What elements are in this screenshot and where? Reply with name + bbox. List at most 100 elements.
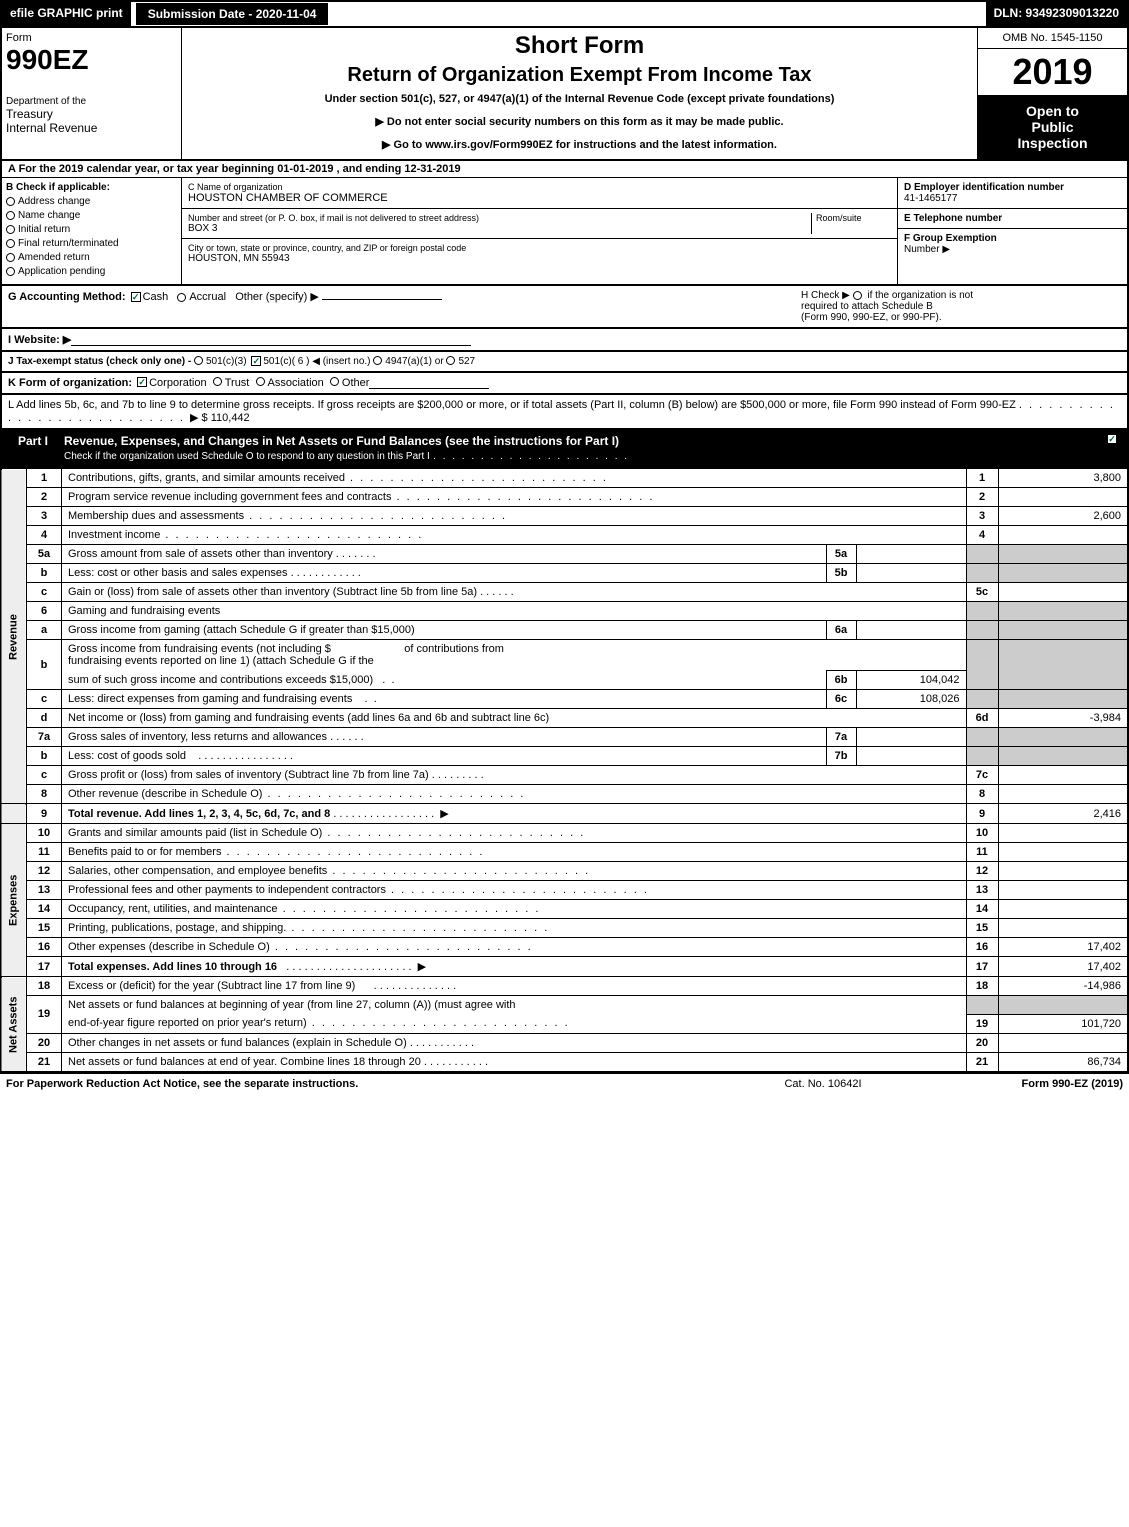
part-1-subtitle: Check if the organization used Schedule … [64,451,430,462]
line-desc: Gross profit or (loss) from sales of inv… [62,766,967,785]
trust-label: Trust [225,377,250,389]
line-desc: Total revenue. Add lines 1, 2, 3, 4, 5c,… [62,804,967,824]
line-num: b [27,640,62,690]
circle-icon[interactable] [330,377,339,386]
line-num: 11 [27,843,62,862]
dept-line-2: Treasury [6,107,177,121]
table-row: 2 Program service revenue including gove… [1,488,1128,507]
part-1-table: Revenue 1 Contributions, gifts, grants, … [0,468,1129,1073]
row-g: G Accounting Method: Cash Accrual Other … [8,290,801,323]
circle-icon[interactable] [853,291,862,300]
check-application-pending[interactable]: Application pending [6,266,177,277]
mid-ref: 7a [826,728,856,747]
line-value [998,785,1128,804]
table-row: b Less: cost of goods sold . . . . . . .… [1,747,1128,766]
table-row: 21 Net assets or fund balances at end of… [1,1052,1128,1072]
line-ref: 17 [966,957,998,977]
checkbox-cash[interactable] [131,292,141,302]
circle-icon[interactable] [373,356,382,365]
accrual-label: Accrual [189,291,226,303]
line-num: 7a [27,728,62,747]
table-row: 13 Professional fees and other payments … [1,881,1128,900]
circle-icon[interactable] [213,377,222,386]
grey-cell [966,728,998,747]
form-org-label: K Form of organization: [8,377,132,389]
line-desc: Salaries, other compensation, and employ… [62,862,967,881]
mid-ref: 7b [826,747,856,766]
mid-ref: 5b [826,564,856,583]
mid-value [856,747,966,766]
row-i: I Website: ▶ [0,329,1129,352]
other-org-input[interactable] [369,377,489,389]
check-initial-return[interactable]: Initial return [6,224,177,235]
line-desc: Professional fees and other payments to … [62,881,967,900]
goto-instruction: ▶ Go to www.irs.gov/Form990EZ for instru… [190,138,969,151]
checkbox-501c[interactable] [251,356,261,366]
website-input[interactable] [71,333,471,346]
table-row: Revenue 1 Contributions, gifts, grants, … [1,469,1128,488]
line-desc: Less: cost or other basis and sales expe… [62,564,827,583]
line-num: c [27,583,62,602]
line-num: 12 [27,862,62,881]
line-num: c [27,690,62,709]
grey-cell [998,545,1128,564]
checkbox-corporation[interactable] [137,377,147,387]
circle-icon[interactable] [194,356,203,365]
mid-value [856,545,966,564]
line-value [998,843,1128,862]
grey-cell [966,747,998,766]
line-desc: Excess or (deficit) for the year (Subtra… [62,977,967,996]
room-label: Room/suite [816,213,891,223]
line-desc: Membership dues and assessments [62,507,967,526]
row-l-amount: ▶ $ 110,442 [190,412,250,424]
line-ref: 1 [966,469,998,488]
line-desc: sum of such gross income and contributio… [62,671,827,690]
line-ref: 13 [966,881,998,900]
circle-icon[interactable] [177,293,186,302]
check-label: Amended return [18,252,90,263]
tax-year: 2019 [978,49,1127,95]
grey-cell [998,728,1128,747]
circle-icon[interactable] [256,377,265,386]
check-name-change[interactable]: Name change [6,210,177,221]
mid-value [856,564,966,583]
line-desc: Other changes in net assets or fund bala… [62,1033,967,1052]
header-left: Form 990EZ Department of the Treasury In… [2,28,182,159]
opt-527: 527 [458,356,475,367]
line-desc: Total expenses. Add lines 10 through 16 … [62,957,967,977]
h-text-2: if the organization is not [867,290,973,301]
top-bar: efile GRAPHIC print Submission Date - 20… [0,0,1129,28]
circle-icon [6,253,15,262]
line-desc: Net income or (loss) from gaming and fun… [62,709,967,728]
line-desc: Less: direct expenses from gaming and fu… [62,690,827,709]
efile-print-button[interactable]: efile GRAPHIC print [2,2,131,26]
line-value: -3,984 [998,709,1128,728]
grey-cell [966,690,998,709]
line-num: 9 [27,804,62,824]
circle-icon[interactable] [446,356,455,365]
submission-date-button[interactable]: Submission Date - 2020-11-04 [135,2,330,26]
line-value: 17,402 [998,938,1128,957]
line-num: 16 [27,938,62,957]
opt-501c: 501(c)( 6 ) ◀ (insert no.) [263,356,370,367]
header-right: OMB No. 1545-1150 2019 Open to Public In… [977,28,1127,159]
revenue-sidebar-end [1,804,27,824]
org-name: HOUSTON CHAMBER OF COMMERCE [188,192,891,204]
check-final-return[interactable]: Final return/terminated [6,238,177,249]
check-address-change[interactable]: Address change [6,196,177,207]
h-text-1: H Check ▶ [801,290,850,301]
table-row: c Less: direct expenses from gaming and … [1,690,1128,709]
accounting-method-label: G Accounting Method: [8,291,126,303]
part-1-schedule-o-checkbox[interactable] [1107,434,1117,444]
other-specify-input[interactable] [322,299,442,300]
line-value [998,526,1128,545]
line-ref: 2 [966,488,998,507]
dept-line-1: Department of the [6,96,177,107]
circle-icon [6,225,15,234]
line-num: 8 [27,785,62,804]
check-amended-return[interactable]: Amended return [6,252,177,263]
mid-value: 108,026 [856,690,966,709]
part-1-header: Part I Revenue, Expenses, and Changes in… [0,430,1129,468]
circle-icon [6,267,15,276]
circle-icon [6,211,15,220]
